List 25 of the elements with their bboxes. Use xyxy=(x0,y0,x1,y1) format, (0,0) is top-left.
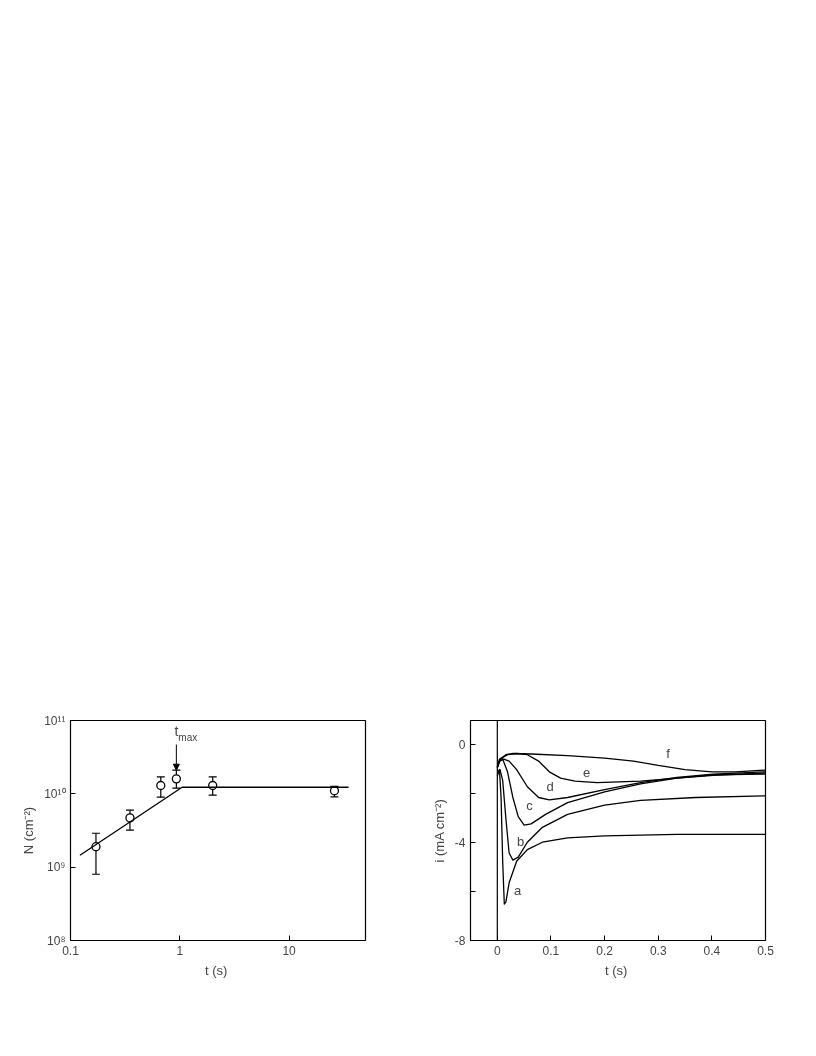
x-axis-title: t (s) xyxy=(205,962,228,978)
x-tick-label: 1 xyxy=(176,943,184,958)
x-tick-label: 0.4 xyxy=(703,943,721,958)
x-tick-label: 0 xyxy=(493,943,501,958)
y-tick-label: 10⁹ xyxy=(47,860,66,875)
annotation: b xyxy=(517,833,525,849)
annotation: d xyxy=(546,778,554,794)
x-tick-label: 0.1 xyxy=(62,943,80,958)
y-tick-label: -8 xyxy=(454,934,466,948)
y-tick-label: 10¹⁰ xyxy=(44,786,66,801)
x-tick-label: 0.3 xyxy=(649,943,667,958)
y-tick-label: 0 xyxy=(458,738,466,753)
y-tick-label: 10¹¹ xyxy=(44,713,66,728)
x-tick-label: 10 xyxy=(282,943,297,958)
annotation: a xyxy=(513,882,522,898)
x-axis-title: t (s) xyxy=(605,962,628,978)
y-axis-title: N (cm⁻²) xyxy=(21,806,37,855)
annotation: c xyxy=(526,797,534,813)
x-tick-label: 0.5 xyxy=(757,943,775,958)
annotation: f xyxy=(666,746,671,762)
x-tick-label: 0.2 xyxy=(596,943,614,958)
annotation: e xyxy=(583,765,591,781)
x-tick-label: 0.1 xyxy=(542,943,560,958)
y-tick-label: -4 xyxy=(454,836,466,851)
y-axis-title: i (mA cm⁻²) xyxy=(431,799,447,863)
